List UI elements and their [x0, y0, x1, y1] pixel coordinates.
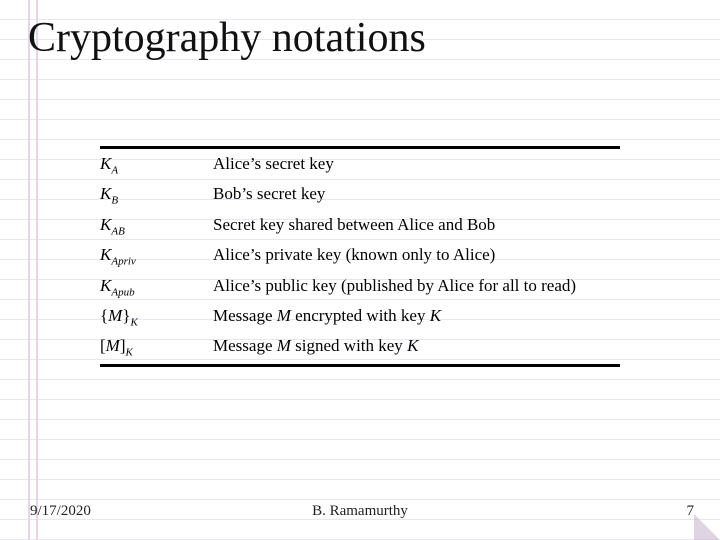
- notation-cell: KA: [100, 150, 213, 180]
- notation-cell: KAB: [100, 211, 213, 241]
- description-cell: Alice’s public key (published by Alice f…: [213, 272, 620, 302]
- slide-title: Cryptography notations: [28, 14, 426, 62]
- table-row: [M]KMessage M signed with key K: [100, 332, 620, 362]
- footer-page: 7: [687, 503, 695, 520]
- slide: Cryptography notations KAAlice’s secret …: [0, 0, 720, 540]
- notation-cell: KB: [100, 180, 213, 210]
- notation-cell: KApriv: [100, 241, 213, 271]
- footer-author: B. Ramamurthy: [0, 503, 720, 520]
- notation-cell: [M]K: [100, 332, 213, 362]
- description-cell: Message M encrypted with key K: [213, 302, 620, 332]
- notation-table-wrap: KAAlice’s secret keyKBBob’s secret keyKA…: [100, 150, 620, 363]
- page-curl-icon: [694, 514, 720, 540]
- table-row: KBBob’s secret key: [100, 180, 620, 210]
- table-row: KABSecret key shared between Alice and B…: [100, 211, 620, 241]
- description-cell: Secret key shared between Alice and Bob: [213, 211, 620, 241]
- footer: 9/17/2020 B. Ramamurthy 7: [0, 498, 720, 520]
- notation-cell: KApub: [100, 272, 213, 302]
- description-cell: Message M signed with key K: [213, 332, 620, 362]
- table-row: KAAlice’s secret key: [100, 150, 620, 180]
- notation-cell: {M}K: [100, 302, 213, 332]
- description-cell: Alice’s secret key: [213, 150, 620, 180]
- description-cell: Alice’s private key (known only to Alice…: [213, 241, 620, 271]
- margin-rule-right: [36, 0, 38, 540]
- table-row: KAprivAlice’s private key (known only to…: [100, 241, 620, 271]
- table-row: KApubAlice’s public key (published by Al…: [100, 272, 620, 302]
- description-cell: Bob’s secret key: [213, 180, 620, 210]
- table-row: {M}KMessage M encrypted with key K: [100, 302, 620, 332]
- margin-rule-left: [28, 0, 30, 540]
- notation-table: KAAlice’s secret keyKBBob’s secret keyKA…: [100, 150, 620, 363]
